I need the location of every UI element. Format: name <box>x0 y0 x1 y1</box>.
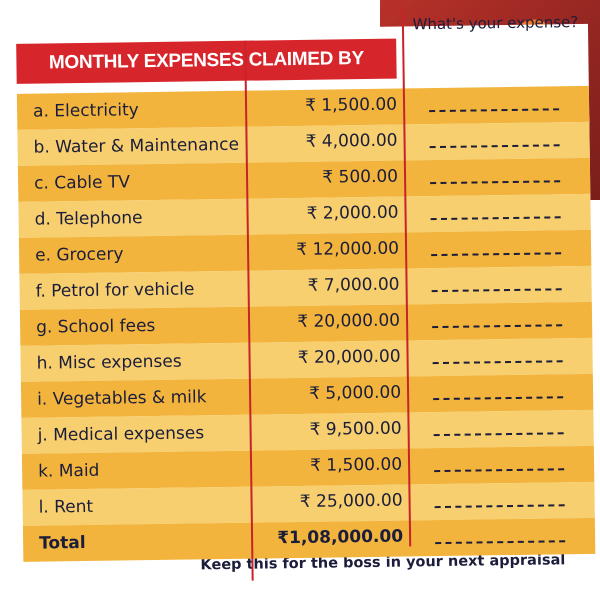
expense-label: e. Grocery <box>34 244 124 266</box>
expense-label: j. Medical expenses <box>37 423 205 446</box>
expense-amount: ₹ 1,500.00 <box>310 454 403 476</box>
answer-blank <box>434 504 565 509</box>
title: MONTHLY EXPENSES CLAIMED BY WOMAN <box>16 38 397 112</box>
answer-blank <box>433 432 564 437</box>
expense-label: f. Petrol for vehicle <box>35 279 195 302</box>
expense-label: k. Maid <box>38 460 100 482</box>
expense-sheet: MONTHLY EXPENSES CLAIMED BY WOMAN What's… <box>8 6 596 592</box>
answer-blank <box>432 360 563 365</box>
expense-amount: ₹ 25,000.00 <box>299 490 403 512</box>
expense-label: h. Misc expenses <box>36 351 182 374</box>
expense-label: d. Telephone <box>34 208 143 230</box>
answer-blank <box>433 396 564 401</box>
expense-amount: ₹ 2,000.00 <box>306 202 399 224</box>
expense-amount: ₹ 9,500.00 <box>309 418 402 440</box>
answer-blank <box>429 108 560 113</box>
answer-blank <box>431 252 562 257</box>
expense-label: c. Cable TV <box>33 172 131 194</box>
expense-label: Total <box>39 532 86 554</box>
expense-label: b. Water & Maintenance <box>33 134 240 158</box>
expense-amount: ₹ 12,000.00 <box>296 238 400 260</box>
expense-amount: ₹ 5,000.00 <box>309 382 402 404</box>
column-header: What's your expense? <box>412 13 579 34</box>
expense-amount: ₹ 1,500.00 <box>304 94 398 116</box>
answer-blank <box>432 324 563 329</box>
expense-label: a. Electricity <box>32 100 139 122</box>
expense-amount: ₹ 500.00 <box>322 166 399 188</box>
expense-amount: ₹ 7,000.00 <box>307 274 400 296</box>
expense-label: l. Rent <box>38 496 94 518</box>
expense-label: g. School fees <box>35 315 156 338</box>
answer-blank <box>429 144 560 149</box>
answer-blank <box>431 288 562 293</box>
expense-amount: ₹ 20,000.00 <box>297 310 401 332</box>
answer-blank <box>434 468 565 473</box>
expense-amount: ₹ 4,000.00 <box>305 130 398 152</box>
answer-blank <box>430 216 561 221</box>
expense-amount: ₹ 20,000.00 <box>297 346 401 368</box>
expense-amount: ₹1,08,000.00 <box>277 526 404 549</box>
expense-label: i. Vegetables & milk <box>36 387 207 410</box>
answer-blank <box>430 180 561 185</box>
answer-blank <box>435 540 566 545</box>
